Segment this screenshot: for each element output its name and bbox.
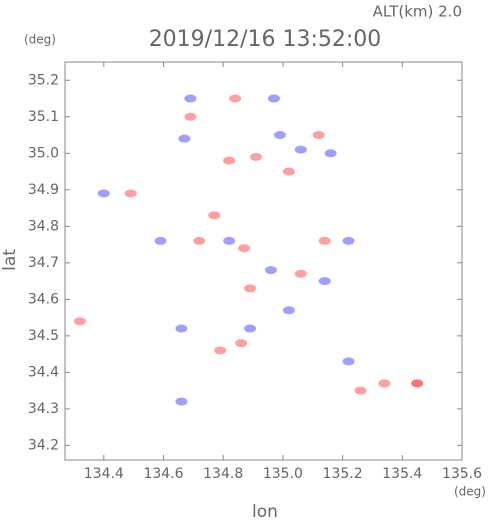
y-tick-label: 34.7: [28, 255, 59, 271]
chart-title: 2019/12/16 13:52:00: [149, 27, 382, 52]
echo-patch: [294, 269, 307, 278]
echo-patch: [184, 94, 197, 103]
y-tick-label: 34.4: [28, 364, 59, 380]
echo-patch: [324, 149, 337, 158]
echo-patch: [318, 236, 331, 245]
x-axis-label: lon: [252, 502, 278, 521]
echo-patch: [208, 211, 221, 220]
y-tick-label: 34.2: [28, 437, 59, 453]
altitude-label: ALT(km) 2.0: [373, 3, 462, 21]
echo-patch: [273, 131, 286, 140]
echo-patch: [97, 189, 110, 198]
x-tick-label: 134.6: [143, 466, 183, 482]
echo-patch: [214, 346, 227, 355]
echo-patch: [73, 317, 86, 326]
y-unit: (deg): [24, 33, 56, 47]
x-tick-label: 135.6: [442, 466, 482, 482]
x-tick-label: 134.8: [203, 466, 243, 482]
echo-patch: [411, 379, 424, 388]
y-tick-label: 34.5: [28, 328, 59, 344]
x-tick-label: 135.2: [323, 466, 363, 482]
y-tick-label: 34.6: [28, 291, 59, 307]
y-tick-label: 34.9: [28, 182, 59, 198]
y-tick-label: 35.0: [28, 145, 59, 161]
echo-patch: [235, 339, 248, 348]
x-tick-label: 135.4: [382, 466, 422, 482]
echo-patch: [342, 236, 355, 245]
echo-patch: [318, 277, 331, 286]
echo-patch: [250, 152, 263, 161]
echo-patch: [244, 324, 257, 333]
echo-patch: [378, 379, 391, 388]
echo-patch: [282, 306, 295, 315]
echo-patch: [354, 386, 367, 395]
y-tick-label: 34.8: [28, 218, 59, 234]
echo-patch: [223, 236, 236, 245]
echo-patch: [229, 94, 242, 103]
echo-patch: [282, 167, 295, 176]
echo-patch: [184, 112, 197, 121]
echo-patch: [264, 266, 277, 275]
echo-patch: [124, 189, 137, 198]
echo-patch: [267, 94, 280, 103]
y-tick-label: 34.3: [28, 401, 59, 417]
x-unit: (deg): [454, 485, 486, 499]
echo-patch: [193, 236, 206, 245]
plot-frame: [64, 61, 463, 461]
echo-patch: [175, 324, 188, 333]
echo-patch: [178, 134, 191, 143]
echo-patch: [175, 397, 188, 406]
x-tick-label: 134.4: [84, 466, 124, 482]
y-tick-label: 35.2: [28, 72, 59, 88]
echo-patch: [223, 156, 236, 165]
x-tick-label: 135.0: [263, 466, 303, 482]
y-tick-label: 35.1: [28, 109, 59, 125]
echo-patch: [154, 236, 167, 245]
echo-patch: [238, 244, 251, 253]
y-axis-label: lat: [0, 249, 20, 271]
echo-patch: [244, 284, 257, 293]
echo-patch: [294, 145, 307, 154]
echo-patch: [342, 357, 355, 366]
echo-patch: [312, 131, 325, 140]
